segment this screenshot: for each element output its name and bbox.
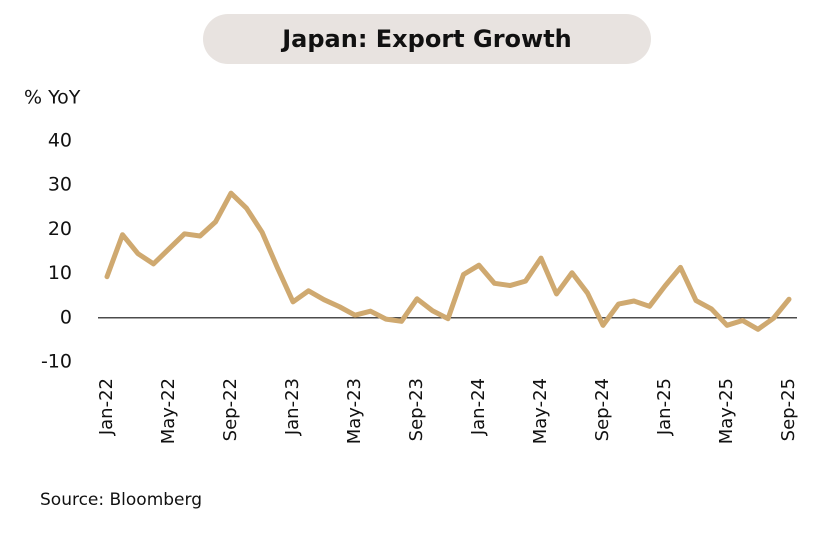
source-note: Source: Bloomberg bbox=[40, 490, 202, 510]
x-tick-label: Sep-23 bbox=[406, 378, 427, 441]
x-tick-label: Sep-24 bbox=[592, 378, 613, 441]
y-tick-label: 40 bbox=[48, 130, 72, 152]
x-tick-label: May-23 bbox=[344, 378, 365, 444]
y-tick-label: 0 bbox=[60, 306, 72, 328]
x-tick-label: Jan-22 bbox=[96, 378, 117, 436]
x-tick-label: May-22 bbox=[158, 378, 179, 444]
x-tick-label: May-24 bbox=[530, 378, 551, 444]
x-tick-label: Jan-24 bbox=[468, 378, 489, 436]
y-tick-label: -10 bbox=[41, 351, 72, 373]
data-line bbox=[104, 190, 792, 332]
x-tick-label: Jan-25 bbox=[654, 378, 675, 436]
y-tick-label: 20 bbox=[48, 218, 72, 240]
chart-title: Japan: Export Growth bbox=[280, 25, 572, 53]
y-tick-label: 30 bbox=[48, 174, 72, 196]
x-tick-label: Jan-23 bbox=[282, 378, 303, 436]
y-tick-label: 10 bbox=[48, 262, 72, 284]
title-background bbox=[203, 14, 651, 64]
x-tick-label: May-25 bbox=[716, 378, 737, 444]
y-axis-label: % YoY bbox=[24, 87, 81, 109]
x-tick-label: Sep-22 bbox=[220, 378, 241, 441]
x-tick-label: Sep-25 bbox=[778, 378, 799, 441]
